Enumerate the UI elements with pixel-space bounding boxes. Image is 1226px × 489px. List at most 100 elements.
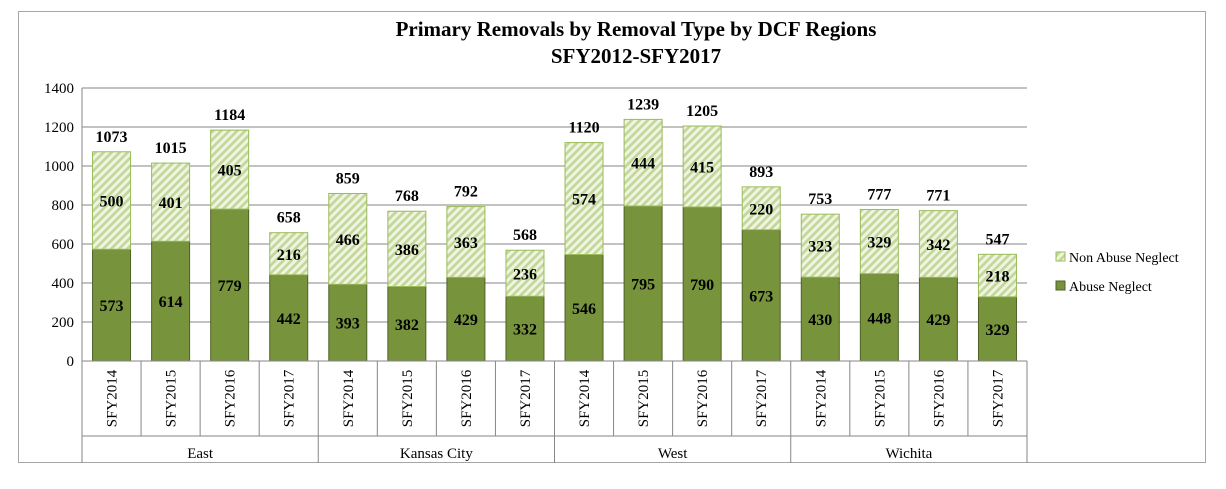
data-label-total: 1205: [686, 103, 718, 120]
data-label-non-abuse-neglect: 415: [690, 159, 714, 176]
data-label-non-abuse-neglect: 218: [985, 269, 1009, 286]
x-tick-label: SFY2015: [636, 370, 652, 428]
legend-swatch-non-abuse-neglect: [1055, 251, 1066, 262]
data-label-abuse-neglect: 795: [631, 276, 655, 293]
data-label-total: 771: [926, 188, 950, 205]
bar-non-abuse-neglect: [977, 253, 1017, 298]
bar-abuse-neglect: [564, 254, 604, 362]
bar-abuse-neglect: [682, 206, 722, 362]
bar-non-abuse-neglect: [623, 118, 663, 207]
x-tick-label: SFY2014: [813, 369, 829, 427]
bar-non-abuse-neglect: [328, 192, 368, 285]
data-label-non-abuse-neglect: 220: [749, 201, 773, 218]
data-label-non-abuse-neglect: 329: [867, 235, 891, 252]
data-label-non-abuse-neglect: 386: [395, 242, 419, 259]
data-label-non-abuse-neglect: 500: [100, 194, 124, 211]
data-label-total: 792: [454, 184, 478, 201]
x-tick-label: SFY2015: [164, 370, 180, 428]
chart-title: Primary Removals by Removal Type by DCF …: [396, 17, 877, 41]
bar-non-abuse-neglect: [210, 129, 250, 210]
data-label-non-abuse-neglect: 401: [159, 195, 183, 212]
bar-abuse-neglect: [446, 276, 486, 362]
data-label-abuse-neglect: 430: [808, 312, 832, 329]
data-label-total: 568: [513, 227, 537, 244]
y-tick-label: 800: [52, 198, 75, 214]
bar-non-abuse-neglect: [269, 232, 309, 276]
y-tick-label: 0: [67, 354, 75, 370]
legend-label-abuse-neglect: Abuse Neglect: [1069, 280, 1152, 295]
data-label-non-abuse-neglect: 574: [572, 192, 596, 209]
y-tick-label: 1000: [44, 159, 74, 175]
bars: 573 500 1073 614 401 1015 779 405 1184 442 216 658 3…: [92, 96, 1017, 362]
data-label-non-abuse-neglect: 323: [808, 239, 832, 256]
x-tick-label: SFY2016: [459, 369, 475, 427]
x-tick-label: SFY2016: [223, 369, 239, 427]
x-tick-label: SFY2017: [754, 369, 770, 427]
bar-non-abuse-neglect: [741, 186, 781, 231]
data-label-total: 658: [277, 210, 301, 227]
data-label-non-abuse-neglect: 236: [513, 266, 537, 283]
bar-abuse-neglect: [387, 286, 427, 362]
bar-non-abuse-neglect: [151, 162, 191, 242]
group-label: Kansas City: [400, 446, 473, 462]
y-tick-label: 1400: [44, 81, 74, 97]
data-label-total: 753: [808, 191, 832, 208]
data-label-abuse-neglect: 790: [690, 277, 714, 294]
x-tick-label: SFY2017: [990, 369, 1006, 427]
bar-non-abuse-neglect: [505, 249, 545, 297]
y-axis: 0 200 400 600 800 1000 1200 1400: [44, 81, 83, 463]
data-label-total: 1184: [214, 107, 245, 124]
data-label-total: 1120: [568, 120, 599, 137]
x-tick-label: SFY2016: [695, 369, 711, 427]
data-label-abuse-neglect: 429: [926, 312, 950, 329]
x-tick-label: SFY2015: [872, 370, 888, 428]
bar-abuse-neglect: [859, 273, 899, 362]
data-label-abuse-neglect: 779: [218, 278, 242, 295]
y-tick-label: 600: [52, 237, 75, 253]
data-label-non-abuse-neglect: 363: [454, 235, 478, 252]
data-label-total: 547: [985, 231, 1009, 248]
bar-abuse-neglect: [505, 295, 545, 362]
data-label-abuse-neglect: 673: [749, 288, 773, 305]
bar-abuse-neglect: [210, 208, 250, 362]
x-tick-label: SFY2014: [577, 369, 593, 427]
data-label-total: 777: [867, 186, 891, 203]
bar-non-abuse-neglect: [92, 151, 132, 250]
data-label-abuse-neglect: 573: [100, 298, 124, 315]
legend-label-non-abuse-neglect: Non Abuse Neglect: [1069, 251, 1179, 266]
data-label-abuse-neglect: 442: [277, 311, 301, 328]
data-label-total: 893: [749, 164, 773, 181]
group-label: Wichita: [885, 446, 932, 462]
data-label-abuse-neglect: 329: [985, 322, 1009, 339]
bar-abuse-neglect: [800, 276, 840, 362]
y-tick-label: 200: [52, 315, 75, 331]
data-label-non-abuse-neglect: 342: [926, 237, 950, 254]
data-label-total: 1239: [627, 96, 659, 113]
data-label-non-abuse-neglect: 466: [336, 232, 360, 249]
group-label: East: [187, 446, 214, 462]
x-tick-label: SFY2014: [105, 369, 121, 427]
y-tick-label: 400: [52, 276, 75, 292]
chart-subtitle: SFY2012-SFY2017: [551, 44, 721, 68]
data-label-total: 768: [395, 188, 419, 205]
legend-swatch-abuse-neglect: [1055, 280, 1066, 291]
data-label-non-abuse-neglect: 216: [277, 247, 301, 264]
legend: Non Abuse Neglect Abuse Neglect: [1055, 251, 1179, 295]
x-tick-label: SFY2014: [341, 369, 357, 427]
bar-abuse-neglect: [741, 229, 781, 362]
data-label-abuse-neglect: 546: [572, 301, 596, 318]
data-label-non-abuse-neglect: 444: [631, 156, 655, 173]
bar-non-abuse-neglect: [446, 206, 486, 278]
bar-non-abuse-neglect: [800, 213, 840, 278]
data-label-abuse-neglect: 382: [395, 317, 419, 334]
bar-abuse-neglect: [623, 205, 663, 362]
x-tick-label: SFY2017: [282, 369, 298, 427]
data-label-non-abuse-neglect: 405: [218, 163, 242, 180]
data-label-abuse-neglect: 393: [336, 316, 360, 333]
bar-non-abuse-neglect: [682, 125, 722, 208]
data-label-abuse-neglect: 332: [513, 322, 537, 339]
x-axis: SFY2014 SFY2015 SFY2016 SFY2017 East SFY2014 S…: [82, 360, 1028, 463]
bar-abuse-neglect: [269, 274, 309, 362]
bar-non-abuse-neglect: [387, 210, 427, 288]
